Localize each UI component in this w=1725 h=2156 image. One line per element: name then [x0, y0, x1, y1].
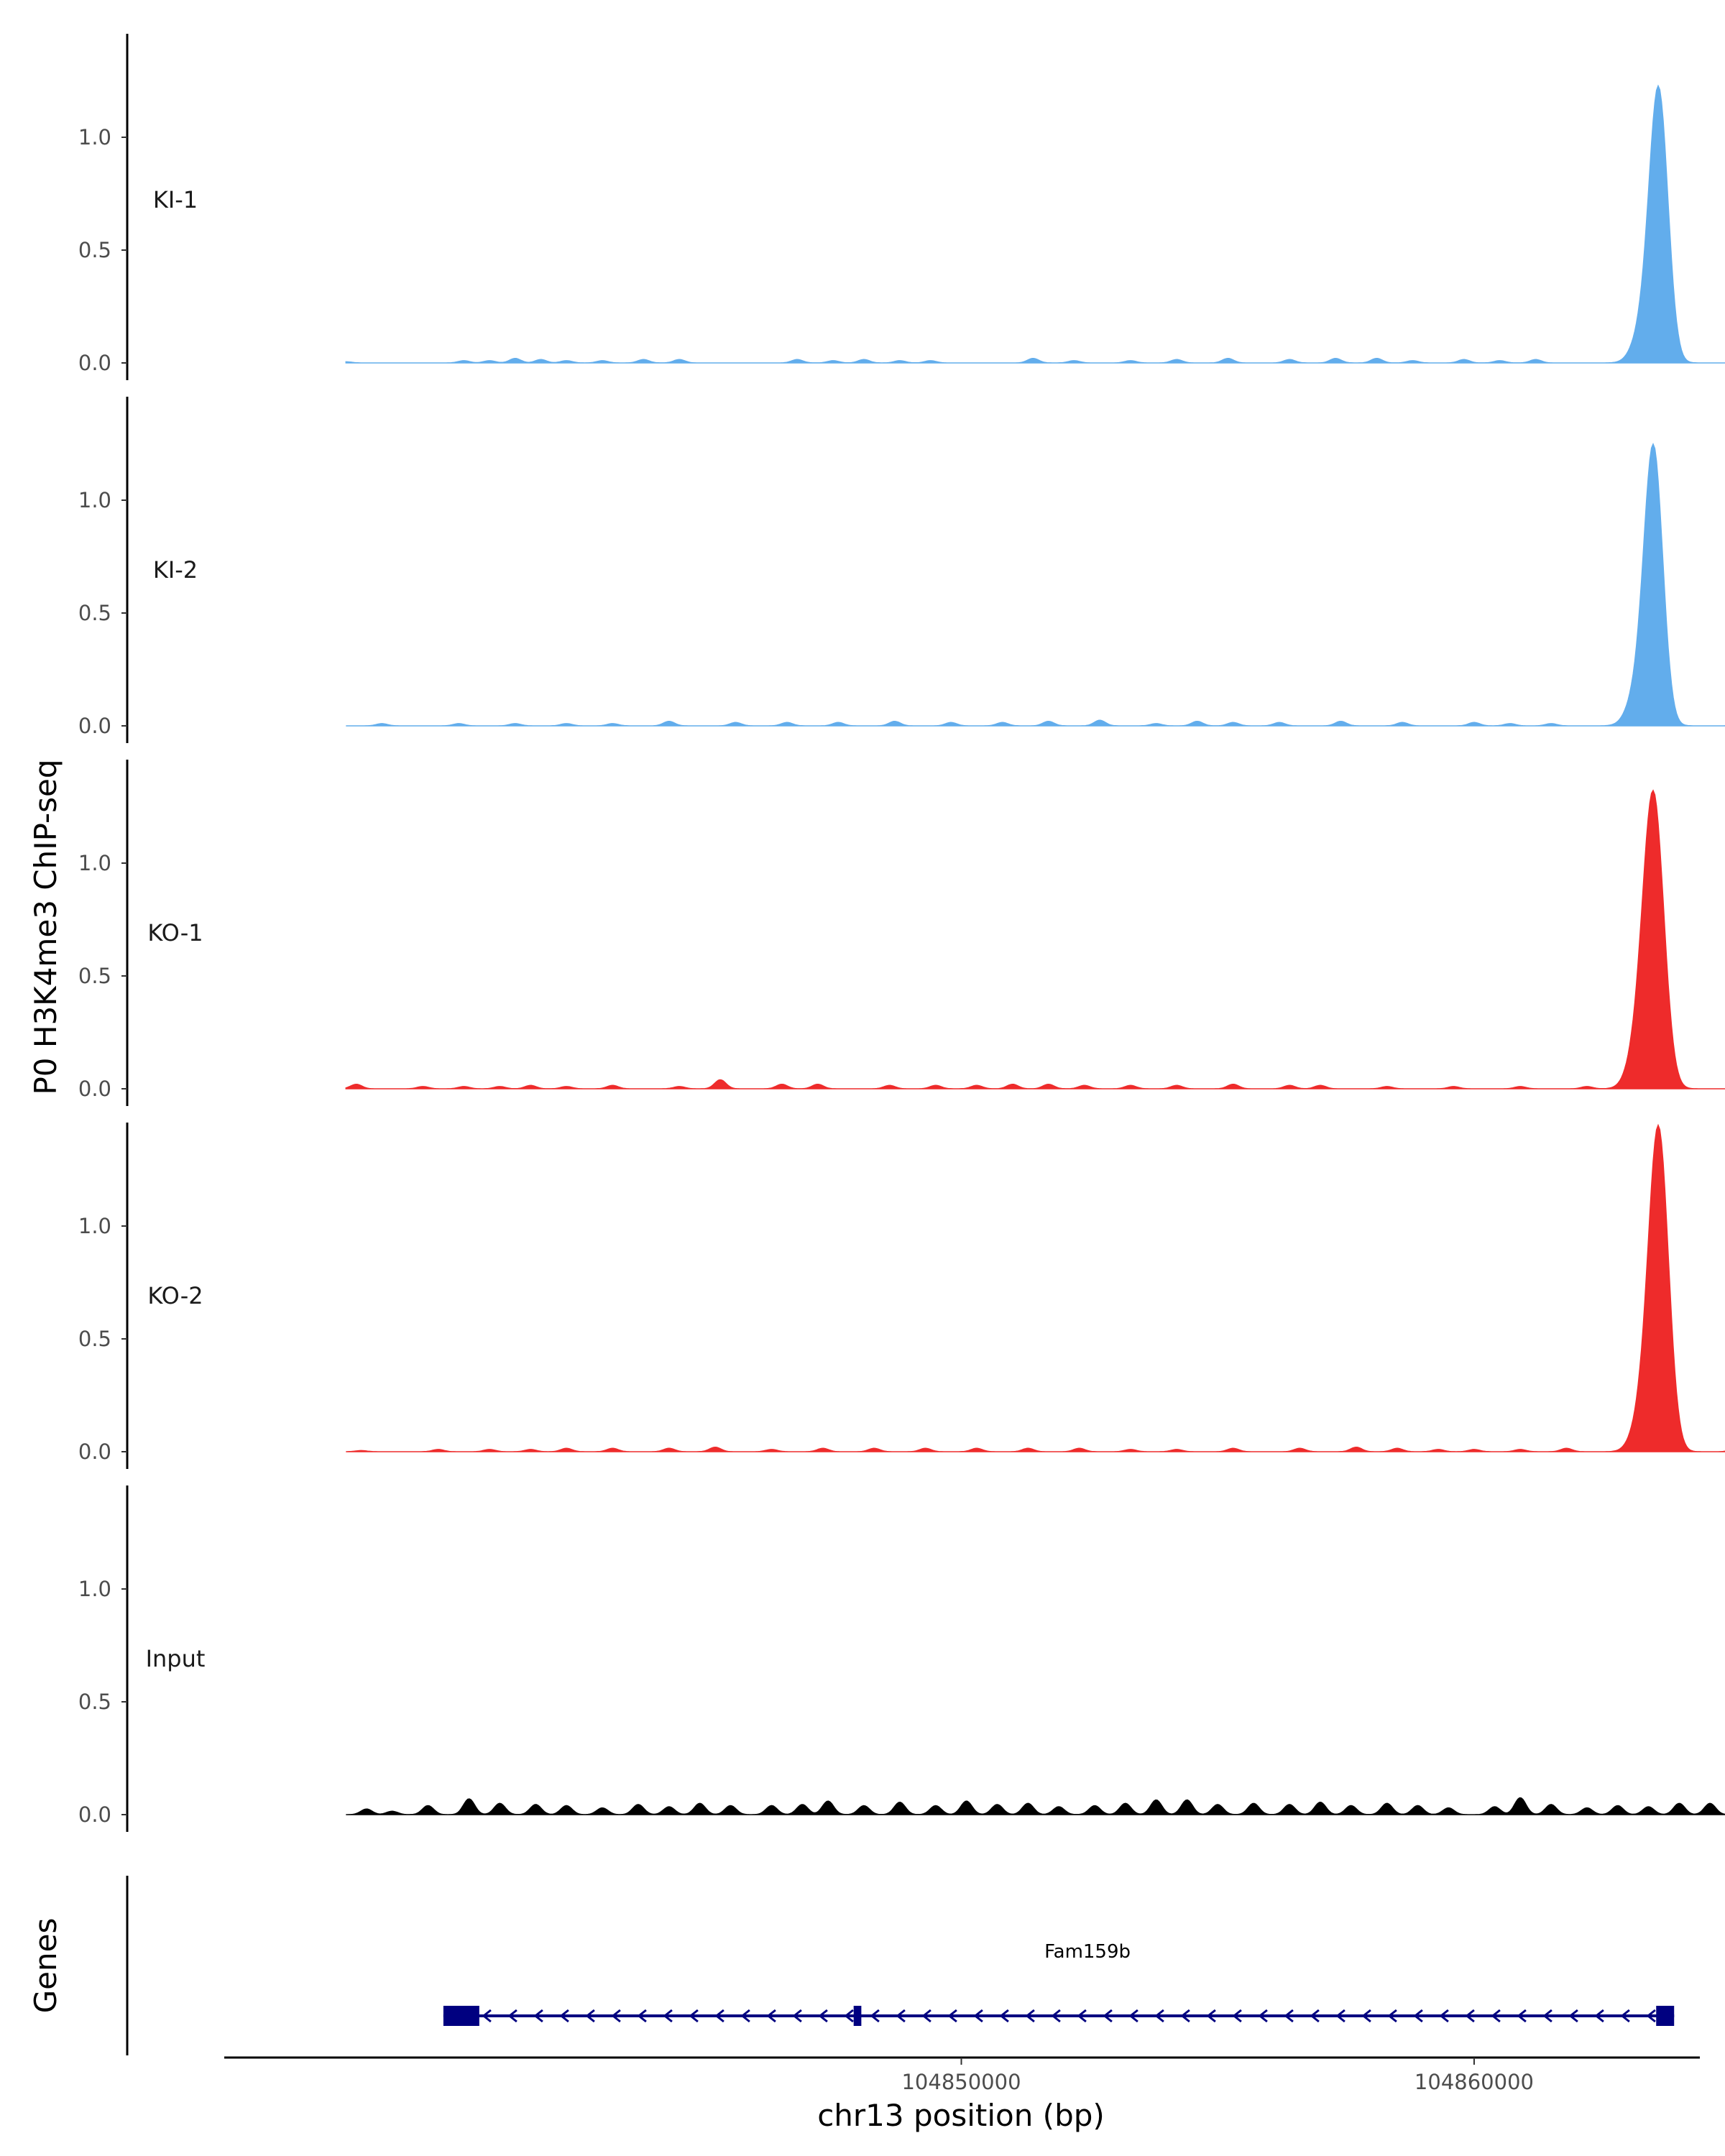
strand-arrow [482, 2009, 492, 2023]
strand-arrow [533, 2009, 543, 2023]
track-label: Input [146, 1645, 206, 1672]
strand-arrow [611, 2009, 621, 2023]
strand-arrow [1051, 2009, 1061, 2023]
strand-arrow [1517, 2009, 1527, 2023]
strand-arrow [559, 2009, 569, 2023]
x-axis: 104850000 104860000 [224, 2056, 1700, 2094]
x-tick-label: 104860000 [1414, 2070, 1534, 2094]
x-tick-label: 104850000 [901, 2070, 1021, 2094]
strand-arrow [1361, 2009, 1371, 2023]
exon [1656, 2006, 1675, 2026]
signal-area [345, 789, 1725, 1089]
y-tick-label: 0.5 [78, 1327, 111, 1351]
strand-arrow [973, 2009, 983, 2023]
strand-arrow [1310, 2009, 1320, 2023]
strand-arrow [1025, 2009, 1035, 2023]
strand-arrow [1180, 2009, 1190, 2023]
exon [443, 2006, 479, 2026]
genes-axis-title: Genes [28, 1918, 63, 2014]
y-tick-label: 0.5 [78, 964, 111, 988]
strand-arrow [1077, 2009, 1087, 2023]
strand-arrow [1413, 2009, 1423, 2023]
y-tick-label: 0.5 [78, 601, 111, 625]
strand-arrow [766, 2009, 776, 2023]
strand-arrow [1258, 2009, 1268, 2023]
strand-arrow [1284, 2009, 1294, 2023]
strand-arrow [507, 2009, 518, 2023]
strand-arrow [1128, 2009, 1138, 2023]
strand-arrow [1439, 2009, 1449, 2023]
strand-arrow [714, 2009, 724, 2023]
signal-area [345, 84, 1725, 364]
strand-arrow [1568, 2009, 1578, 2023]
gene-label: Fam159b [1044, 1941, 1131, 1963]
strand-arrow [585, 2009, 595, 2023]
strand-arrow [896, 2009, 906, 2023]
strand-arrow [1232, 2009, 1242, 2023]
track-ki-1: 0.0 0.5 1.0 KI-1 [78, 34, 1725, 380]
signal-area [346, 1123, 1725, 1452]
strand-arrow [663, 2009, 673, 2023]
strand-arrow [870, 2009, 880, 2023]
strand-arrow [844, 2009, 854, 2023]
strand-arrow [1620, 2009, 1630, 2023]
y-tick-label: 0.0 [78, 1439, 111, 1464]
exon [853, 2006, 862, 2026]
strand-arrow [999, 2009, 1009, 2023]
strand-arrow [1103, 2009, 1113, 2023]
y-tick-label: 0.5 [78, 1690, 111, 1714]
strand-arrow [1542, 2009, 1552, 2023]
track-label: KO-2 [147, 1282, 203, 1309]
strand-arrow [1206, 2009, 1216, 2023]
strand-arrow [921, 2009, 932, 2023]
track-ki-2: 0.0 0.5 1.0 KI-2 [78, 397, 1725, 743]
y-tick-label: 1.0 [78, 1214, 111, 1238]
track-ko-2: 0.0 0.5 1.0 KO-2 [78, 1123, 1725, 1469]
y-tick-label: 0.5 [78, 238, 111, 262]
strand-arrow [1594, 2009, 1604, 2023]
gene-fam159b: Fam159b [443, 1941, 1675, 2026]
track-label: KI-1 [153, 186, 198, 213]
strand-arrow [1335, 2009, 1346, 2023]
signal-area [346, 1797, 1725, 1815]
track-label: KI-2 [153, 556, 198, 584]
strand-arrow [1646, 2009, 1656, 2023]
y-tick-label: 0.0 [78, 1077, 111, 1101]
strand-arrow [1465, 2009, 1475, 2023]
y-tick-label: 0.0 [78, 1802, 111, 1827]
y-tick-label: 1.0 [78, 125, 111, 149]
y-tick-label: 1.0 [78, 488, 111, 512]
track-input: 0.0 0.5 1.0 Input [78, 1485, 1725, 1832]
y-tick-label: 0.0 [78, 351, 111, 375]
track-ko-1: 0.0 0.5 1.0 KO-1 [78, 760, 1725, 1106]
strand-arrow [792, 2009, 802, 2023]
strand-arrow [1491, 2009, 1501, 2023]
y-axis-title: P0 H3K4me3 ChIP-seq [28, 759, 63, 1095]
strand-arrow [818, 2009, 828, 2023]
y-tick-label: 1.0 [78, 1577, 111, 1601]
signal-tracks: 0.00.51.0KI-10.00.51.0KI-20.00.51.0KO-10… [78, 34, 1725, 1832]
strand-arrow [637, 2009, 647, 2023]
y-tick-label: 0.0 [78, 714, 111, 738]
x-axis-title: chr13 position (bp) [817, 2098, 1105, 2133]
strand-arrow [740, 2009, 750, 2023]
signal-area [346, 442, 1725, 727]
y-tick-label: 1.0 [78, 851, 111, 875]
genes-panel: Fam159b [126, 1876, 1675, 2055]
strand-arrow [1154, 2009, 1164, 2023]
strand-arrow [1387, 2009, 1397, 2023]
strand-arrow [689, 2009, 699, 2023]
strand-arrow [947, 2009, 957, 2023]
track-label: KO-1 [147, 919, 203, 946]
